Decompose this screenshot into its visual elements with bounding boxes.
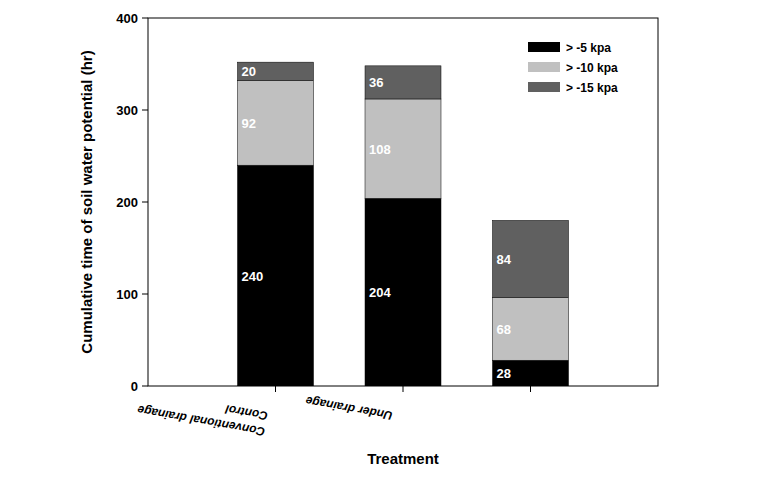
- y-tick: [142, 18, 148, 19]
- bar-segment: [493, 220, 569, 297]
- x-tick-label-line: Under drainage: [304, 394, 393, 423]
- y-tick-label: 400: [116, 11, 138, 26]
- y-tick-label: 100: [116, 287, 138, 302]
- x-tick-label: Under drainage: [304, 394, 393, 423]
- x-axis-title: Treatment: [367, 450, 439, 467]
- data-label: 204: [369, 285, 391, 300]
- legend-swatch: [528, 82, 560, 92]
- bar-segment: [493, 298, 569, 361]
- chart: 240 92 20 204 108 36 28 68 84 0 100 200 300 400 Conven…: [0, 0, 782, 482]
- data-label: 84: [497, 252, 512, 267]
- legend-label: > -5 kpa: [566, 41, 611, 55]
- legend-swatch: [528, 62, 560, 72]
- data-label: 36: [369, 75, 383, 90]
- x-tick: [403, 386, 404, 392]
- bar-segment: [238, 81, 314, 166]
- y-axis-title: Cumulative time of soil water potential …: [78, 50, 95, 353]
- data-label: 240: [242, 269, 264, 284]
- y-tick: [142, 202, 148, 203]
- x-tick-label-line: Control: [224, 402, 269, 423]
- bar-segment: [365, 66, 441, 99]
- plot-frame: [148, 18, 658, 386]
- legend-label: > -10 kpa: [566, 61, 618, 75]
- legend-swatch: [528, 42, 560, 52]
- x-tick: [530, 386, 531, 392]
- y-tick: [142, 110, 148, 111]
- y-tick-label: 0: [131, 379, 138, 394]
- y-tick-label: 200: [116, 195, 138, 210]
- data-label: 92: [242, 116, 256, 131]
- y-tick: [142, 294, 148, 295]
- data-label: 68: [497, 322, 511, 337]
- bar-segment: [493, 360, 569, 386]
- data-label: 20: [242, 64, 256, 79]
- bars: [238, 62, 569, 386]
- bar-segment: [365, 198, 441, 386]
- bar-segment: [238, 62, 314, 80]
- data-label: 108: [369, 142, 391, 157]
- x-tick-label: Conventional drainageControl: [136, 387, 269, 439]
- y-tick-label: 300: [116, 103, 138, 118]
- x-tick: [275, 386, 276, 392]
- data-label: 28: [497, 366, 511, 381]
- bar-segment: [238, 165, 314, 386]
- y-tick: [142, 386, 148, 387]
- bar-segment: [365, 99, 441, 198]
- legend-label: > -15 kpa: [566, 81, 618, 95]
